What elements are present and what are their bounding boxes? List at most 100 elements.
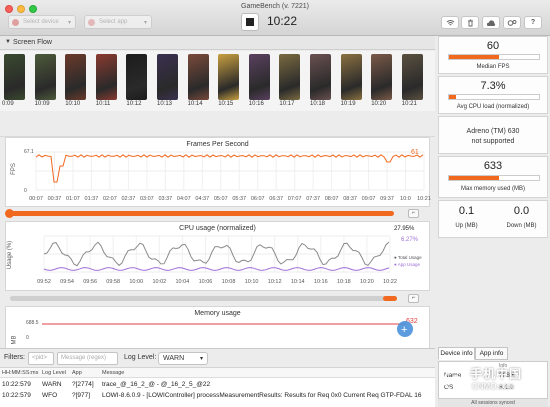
screen-thumbnail-time: 0:09 [2,101,14,107]
x-tick-label: 03:37 [158,196,173,202]
maximize-window-button[interactable] [29,5,37,13]
app-icon [88,19,95,26]
close-window-button[interactable] [5,5,13,13]
log-level: WARN [42,381,62,388]
log-row[interactable]: 10:22:579 WARN ?[2774] trace_@_16_2_@ - @_1… [0,379,435,390]
lock-icon: ⌐ [411,295,416,301]
x-tick-label: 02:37 [121,196,136,202]
fps-lock-button[interactable]: ⌐ [408,209,419,218]
col-level[interactable]: Log Level [42,370,66,376]
x-tick-label: 07:37 [306,196,321,202]
log-table-header: HH:MM:SS:ms Log Level App Message [0,368,435,378]
cpu-lock-button[interactable]: ⌐ [408,294,419,303]
app-select[interactable]: Select app ▾ [84,15,152,29]
collapse-caret-icon[interactable]: ▼ [5,39,11,45]
cpu-timeline-slider[interactable] [10,296,397,301]
x-tick-label: 04:37 [195,196,210,202]
screen-thumbnail[interactable] [248,54,270,100]
memory-current-value: 632 [406,318,418,325]
app-select-label: Select app [99,19,128,25]
legend-total-usage: ● Total Usage [394,255,422,260]
screen-thumbnail[interactable] [95,54,117,100]
screen-flow-strip[interactable]: 0:09 10:09 10:10 10:11 10:12 10:13 10:14 10:15 1… [0,51,435,111]
log-level: WFO [42,392,58,399]
tab-app-info[interactable]: App info [475,347,508,360]
x-tick-label: 08:37 [343,196,357,202]
x-tick-label: 10:20 [360,279,374,285]
minimize-window-button[interactable] [17,5,25,13]
legend-total-label: Total Usage [397,255,422,260]
screen-thumbnail[interactable] [310,54,331,100]
screen-thumbnail[interactable] [126,54,148,100]
tab-device-info[interactable]: Device info [438,347,475,360]
x-tick-label: 00:37 [47,196,62,202]
screen-flow-header[interactable]: ▼ Screen Flow [0,36,435,50]
screen-thumbnail[interactable] [4,54,25,100]
x-tick-label: 06:07 [250,196,265,202]
log-row[interactable]: 10:22:579 WFO ?[977] LOWI-8.6.0.9 - [LOWICo… [0,390,435,401]
log-level-value: WARN [163,355,185,362]
help-button[interactable]: ? [524,16,542,29]
x-tick-label: 09:58 [106,279,121,285]
screen-thumbnail[interactable] [401,54,423,100]
settings-button[interactable] [503,16,521,29]
wifi-button[interactable] [441,16,459,29]
fps-timeline-handle[interactable] [5,209,14,218]
device-select[interactable]: Select device ▾ [8,15,76,29]
x-tick-label: 09:37 [380,196,394,202]
cpu-timeline-range[interactable] [383,296,397,301]
info-tabs: Device info App info [438,347,548,361]
col-message[interactable]: Message [102,370,125,376]
watermark-text: 手机中国 [470,367,523,381]
watermark-logo [444,368,468,392]
screen-thumbnail[interactable] [157,54,178,100]
x-tick-label: 10:22 [383,279,397,285]
fps-chart-panel: Frames Per Second FPS 67.1 0 61 00:07 00:… [5,137,431,207]
screen-thumbnail-time: 10:09 [34,101,50,107]
stop-recording-button[interactable] [241,13,259,31]
log-time: 10:22:579 [2,392,31,399]
screen-thumbnail[interactable] [340,54,362,100]
net-up-label: Up (MB) [455,223,478,229]
screen-thumbnail[interactable] [279,54,301,100]
max-memory-bar-fill [449,176,499,180]
x-tick-label: 10:02 [152,279,167,285]
screen-thumbnail[interactable] [187,54,209,100]
max-memory-bar [448,175,540,181]
fps-plot: 61 [35,149,425,191]
memory-chart-panel: Memory usage MB 688.5 0 632 + [5,306,430,348]
screen-thumbnail-time: 10:21 [401,101,417,107]
log-app: ?[977] [72,392,91,399]
cpu-total-value: 27.95% [394,226,415,232]
screen-thumbnail-time: 10:15 [218,101,234,107]
screen-thumbnail-time: 10:18 [310,101,326,107]
screen-thumbnail[interactable] [371,54,393,100]
x-tick-label: 07:07 [287,196,302,202]
screen-thumbnail[interactable] [34,54,56,100]
upload-button[interactable] [482,16,500,29]
screen-thumbnail-time: 10:20 [371,101,387,107]
memory-y-tick-mid: 0 [26,335,29,341]
col-app[interactable]: App [72,370,82,376]
delete-button[interactable] [461,16,479,29]
screen-thumbnail-time: 10:17 [279,101,295,107]
screen-thumbnail-time: 10:13 [157,101,173,107]
x-tick-label: 09:54 [60,279,74,285]
message-filter-input[interactable]: Message (regex) [57,352,118,365]
legend-app-usage: ● App Usage [394,262,420,267]
avg-cpu-label: Avg CPU load (normalized) [456,104,530,110]
screen-thumbnail[interactable] [218,54,240,100]
pid-filter-input[interactable]: <pid> [28,352,54,365]
net-down-value: 0.0 [513,205,530,217]
x-tick-label: 10:04 [175,279,190,285]
fps-timeline-slider[interactable] [8,211,394,216]
median-fps-bar-fill [449,55,499,59]
col-time[interactable]: HH:MM:SS:ms [2,370,39,376]
log-level-select[interactable]: WARN ▾ [158,352,208,365]
screen-thumbnail-time: 10:12 [126,101,142,107]
x-tick-label: 09:56 [83,279,97,285]
screen-thumbnail[interactable] [65,54,87,100]
stop-icon [246,18,254,26]
cpu-app-value: 6.27% [401,237,419,243]
x-tick-label: 01:07 [66,196,80,202]
